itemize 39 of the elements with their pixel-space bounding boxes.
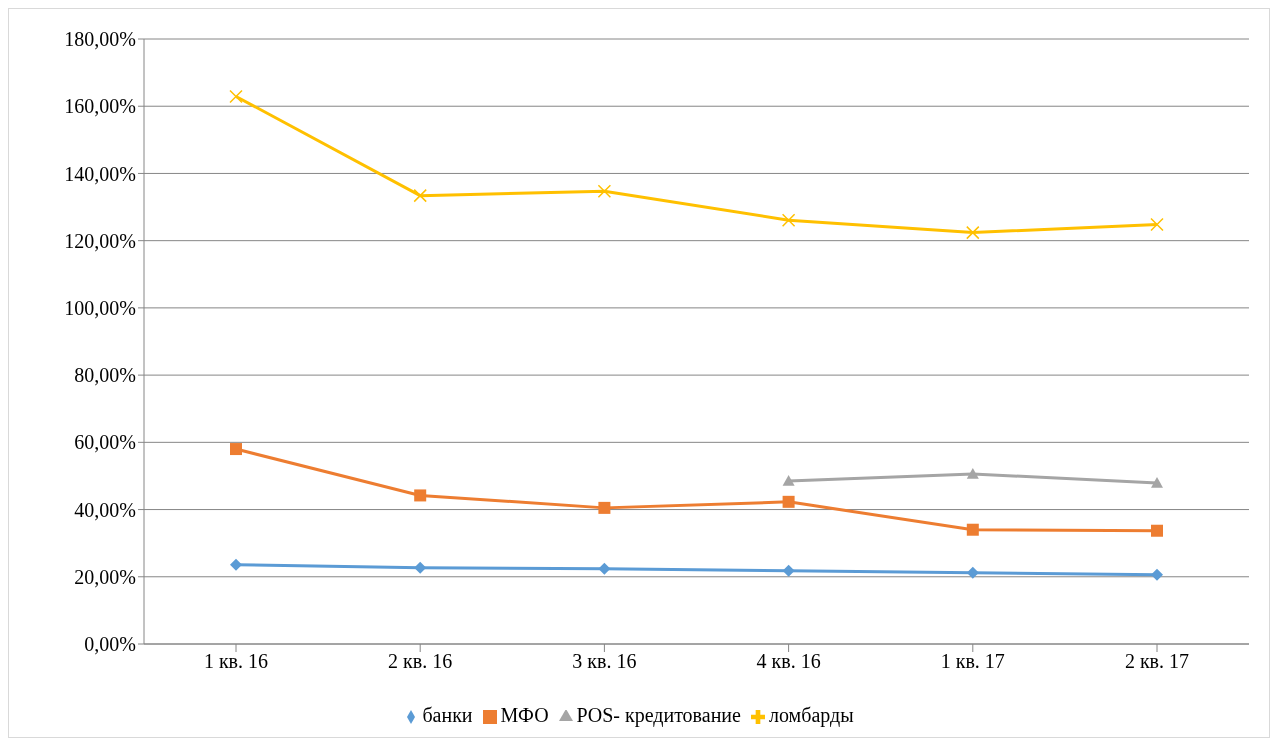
y-tick-label: 40,00% [74,498,136,521]
y-tick-label: 160,00% [64,95,136,118]
legend-label: банки [422,704,473,726]
y-tick-label: 100,00% [64,296,136,319]
y-tick-label: 20,00% [74,565,136,588]
point [598,501,611,514]
point [782,474,795,486]
point [1150,217,1164,232]
y-tick-label: 140,00% [64,162,136,185]
point [229,89,243,104]
y-tick-label: 0,00% [84,633,136,656]
point [414,489,427,502]
point [1151,524,1163,537]
x-tick-label: 2 кв. 17 [1124,650,1190,673]
point [597,184,612,199]
point [1151,568,1163,581]
point [782,564,795,577]
y-tick-label: 120,00% [64,229,136,252]
point [781,213,796,227]
point [598,562,611,575]
legend-label: ломбарды [768,704,854,726]
legend-label: POS- кредитование [576,704,741,726]
point [966,225,980,240]
legend-label: МФО [500,704,549,726]
y-tick-label: 180,00% [64,28,136,51]
point [1151,477,1163,488]
y-tick-label: 60,00% [74,431,136,454]
point [413,188,427,203]
x-tick-label: 3 кв. 16 [572,650,637,673]
x-tick-label: 1 кв. 16 [203,650,269,673]
point [230,443,242,456]
x-tick-label: 4 кв. 16 [756,650,821,673]
y-tick-label: 80,00% [74,364,136,387]
point [230,558,242,571]
point [966,467,979,479]
point [782,495,795,508]
point [966,523,979,536]
x-tick-label: 1 кв. 17 [940,650,1005,673]
x-tick-label: 2 кв. 16 [388,650,453,673]
